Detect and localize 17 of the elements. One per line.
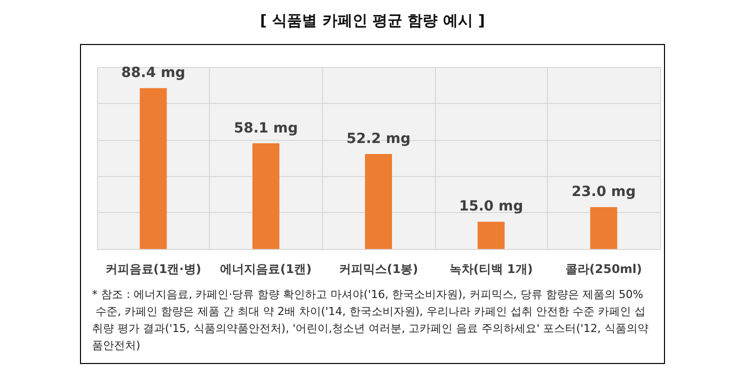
data-label: 88.4 mg bbox=[121, 65, 186, 82]
x-tick-label: 콜라(250ml) bbox=[565, 262, 642, 276]
bar bbox=[140, 88, 167, 249]
data-label: 15.0 mg bbox=[459, 198, 524, 215]
text: * 참조 : 에너지음료, 카페인·당류 함량 확인하고 마셔야('16, 한국소비자원), 커피믹스, 당류 함량은 제품의 50% 수준, 카페인 함량은 제품 간 최대 약 2배 차이('14, 한국소비자원), 우리나라 카페인 섭취 안전한 수준 카페인 섭취량 평가 결과('15, 식품의약품안전처), '어린이,청소년 여러분, 고카페인 음료 주의하세요' 포스터('12, 식품의약품안전처) bbox=[92, 288, 648, 352]
data-label: 52.2 mg bbox=[346, 130, 411, 147]
bar bbox=[478, 222, 505, 249]
data-label: 58.1 mg bbox=[234, 120, 298, 136]
bar bbox=[365, 154, 392, 249]
chart-title: [ 식품별 카페인 평균 함량 예시 ] bbox=[260, 12, 486, 30]
bar bbox=[252, 143, 280, 249]
x-tick-label: 녹차(티백 1개) bbox=[449, 262, 533, 276]
x-tick-label: 커피음료(1캔·병) bbox=[105, 262, 202, 276]
x-tick-label: 커피믹스(1봉) bbox=[338, 262, 418, 276]
data-label: 23.0 mg bbox=[572, 184, 636, 200]
x-tick-label: 에너지음료(1캔) bbox=[220, 262, 312, 276]
bar bbox=[590, 207, 618, 249]
